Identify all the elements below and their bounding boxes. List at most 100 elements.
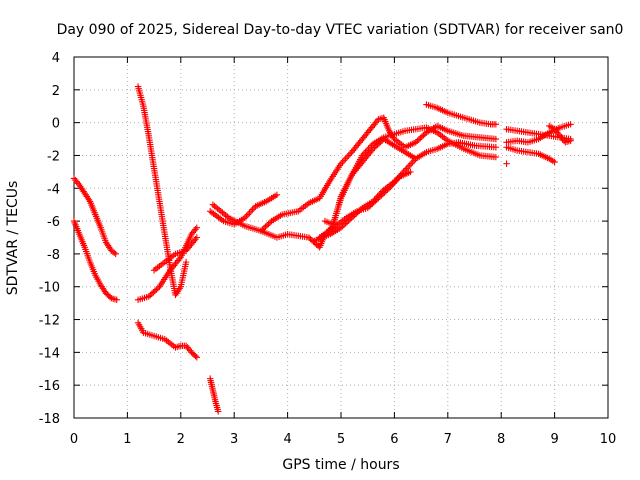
data-point xyxy=(381,189,388,196)
data-point xyxy=(409,158,416,166)
x-tick-label: 6 xyxy=(390,432,398,447)
data-point xyxy=(340,221,348,229)
x-tick-label: 2 xyxy=(177,432,185,447)
series-arc-c xyxy=(134,83,190,299)
tick-layer: 0 1 2 3 4 5 6 7 8 9 10 -18 -16 -14 -12 -10 -8 -6 -4 -2 0 2 4 xyxy=(39,51,617,447)
y-axis-title: SDTVAR / TECUs xyxy=(5,181,21,296)
data-point xyxy=(305,234,313,241)
series-arc-m xyxy=(316,168,414,241)
data-point xyxy=(372,197,379,205)
data-point xyxy=(154,284,162,292)
data-point xyxy=(415,136,423,143)
data-point xyxy=(244,211,252,218)
series-arc-b xyxy=(70,217,120,304)
series-arc-f xyxy=(134,319,201,361)
x-tick-label: 3 xyxy=(230,432,238,447)
data-point xyxy=(193,234,201,241)
data-point xyxy=(373,196,381,203)
x-tick-label: 7 xyxy=(444,432,452,447)
data-point xyxy=(150,289,157,296)
data-point xyxy=(492,121,500,128)
data-point xyxy=(339,223,346,230)
data-point xyxy=(369,200,376,207)
series-arc-h xyxy=(206,191,281,228)
x-tick-label: 1 xyxy=(123,432,131,447)
series-arc-k xyxy=(321,124,500,228)
x-tick-label: 5 xyxy=(337,432,345,447)
data-point xyxy=(366,203,373,210)
y-tick-label: -2 xyxy=(47,149,60,164)
data-point xyxy=(412,139,419,146)
x-tick-label: 4 xyxy=(283,432,291,447)
y-tick-label: -8 xyxy=(47,248,60,263)
data-point xyxy=(113,296,120,304)
data-point xyxy=(551,158,558,166)
data-point xyxy=(370,199,378,206)
data-point xyxy=(384,186,391,193)
data-point xyxy=(376,193,384,200)
y-tick-label: -4 xyxy=(47,182,60,197)
data-point xyxy=(367,201,374,209)
data-point xyxy=(407,168,414,176)
data-point xyxy=(567,121,574,128)
y-tick-label: -12 xyxy=(39,314,60,329)
x-tick-label: 8 xyxy=(497,432,505,447)
data-point xyxy=(340,157,348,164)
data-point xyxy=(567,137,574,144)
data-point xyxy=(414,137,421,145)
x-tick-label: 9 xyxy=(550,432,558,447)
data-point xyxy=(337,224,345,231)
data-point xyxy=(421,130,429,138)
data-point xyxy=(246,209,253,217)
series-arc-s xyxy=(503,160,510,167)
data-point xyxy=(193,354,201,361)
data-point xyxy=(420,132,427,139)
data-point xyxy=(111,249,118,257)
data-point xyxy=(406,162,413,169)
y-tick-label: 2 xyxy=(52,84,60,99)
data-point xyxy=(412,155,419,162)
data-point xyxy=(492,153,500,161)
series-arc-n xyxy=(423,101,500,128)
data-point xyxy=(343,153,351,161)
data-point xyxy=(153,286,160,293)
data-point xyxy=(151,287,159,295)
data-point xyxy=(273,191,281,199)
data-point xyxy=(307,235,314,243)
data-point xyxy=(342,155,349,162)
y-tick-label: -6 xyxy=(47,215,60,230)
x-axis-title: GPS time / hours xyxy=(282,457,399,473)
data-point xyxy=(214,408,222,415)
chart-title: Day 090 of 2025, Sidereal Day-to-day VTE… xyxy=(57,22,624,38)
data-point xyxy=(265,220,272,228)
data-point xyxy=(247,208,255,215)
data-point xyxy=(192,352,199,360)
y-tick-label: -14 xyxy=(39,346,60,361)
data-point xyxy=(182,258,190,266)
data-point xyxy=(193,224,201,231)
grid-layer xyxy=(74,57,608,418)
y-tick-label: 4 xyxy=(52,51,60,66)
data-point xyxy=(364,204,371,212)
data-point xyxy=(260,224,268,232)
data-point xyxy=(249,206,256,213)
data-point xyxy=(492,144,500,151)
series-arc-e xyxy=(150,234,201,274)
series-arc-p xyxy=(503,144,558,166)
data-point xyxy=(262,223,269,230)
y-tick-label: 0 xyxy=(52,117,60,132)
data-point xyxy=(382,187,390,195)
data-point xyxy=(342,220,349,227)
data-point xyxy=(417,134,424,142)
data-point xyxy=(346,150,354,158)
data-point xyxy=(145,293,152,300)
data-point xyxy=(492,135,500,143)
data-point xyxy=(379,190,387,198)
y-tick-label: -16 xyxy=(39,379,60,394)
series-arc-q xyxy=(503,121,574,146)
series-layer xyxy=(70,83,574,415)
x-tick-label: 10 xyxy=(600,432,617,447)
x-tick-label: 0 xyxy=(70,432,78,447)
series-arc-i xyxy=(209,114,500,235)
